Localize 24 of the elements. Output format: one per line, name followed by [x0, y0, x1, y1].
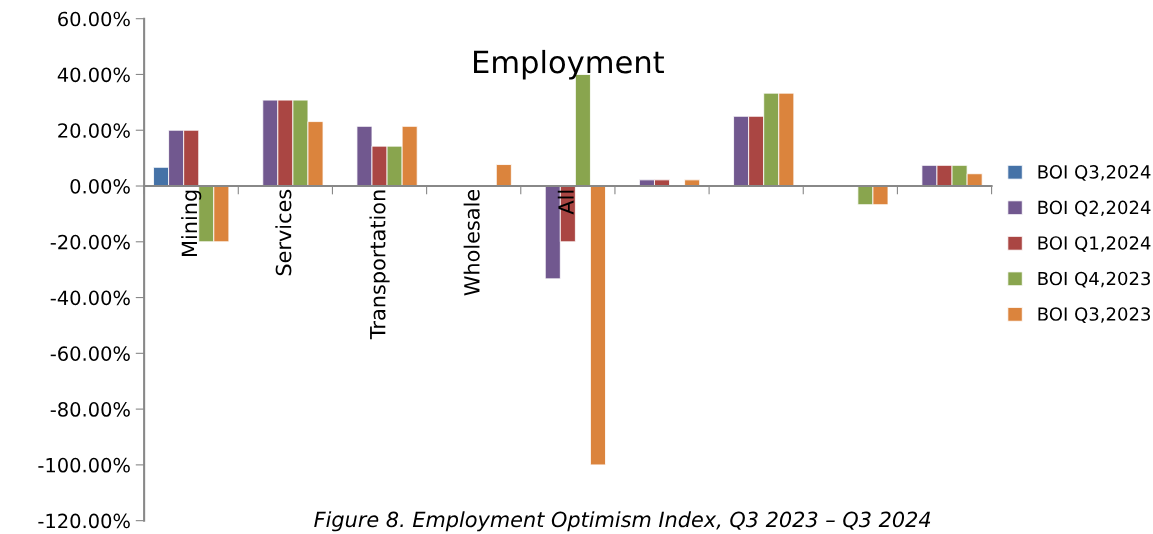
x-tick-label: Mining [181, 190, 202, 256]
y-tick-label: -100.00% [38, 457, 130, 473]
y-tick-label: 20.00% [58, 123, 130, 138]
y-tick-label: -120.00% [38, 513, 130, 529]
y-tick-label: -40.00% [50, 290, 130, 306]
legend-label: BOI Q3,2023 [1038, 307, 1151, 323]
legend-label: BOI Q3,2024 [1038, 165, 1151, 181]
bar [495, 164, 512, 187]
text: Employment [474, 49, 664, 80]
legend-label: BOI Q2,2024 [1038, 200, 1151, 217]
y-tick-label: -20.00% [50, 234, 130, 250]
x-tick-label: Transportation [369, 190, 390, 340]
y-tick-label: 60.00% [58, 11, 130, 27]
y-tick-label: -80.00% [50, 402, 130, 417]
bar [590, 185, 606, 466]
x-tick-label: Wholesale [463, 189, 480, 296]
y-tick-label: 0.00% [70, 178, 130, 194]
x-tick-label: All [557, 190, 574, 215]
y-tick-label: 40.00% [57, 67, 130, 83]
y-tick-label: -60.00% [50, 346, 130, 361]
annotation: Figure 8. Employment Optimism Index, Q3 2023 – Q3 2024 [314, 511, 931, 532]
legend-label: BOI Q4,2023 [1038, 271, 1151, 288]
x-tick-label: Services [275, 189, 292, 276]
legend-label: BOI Q1,2024 [1038, 236, 1151, 252]
